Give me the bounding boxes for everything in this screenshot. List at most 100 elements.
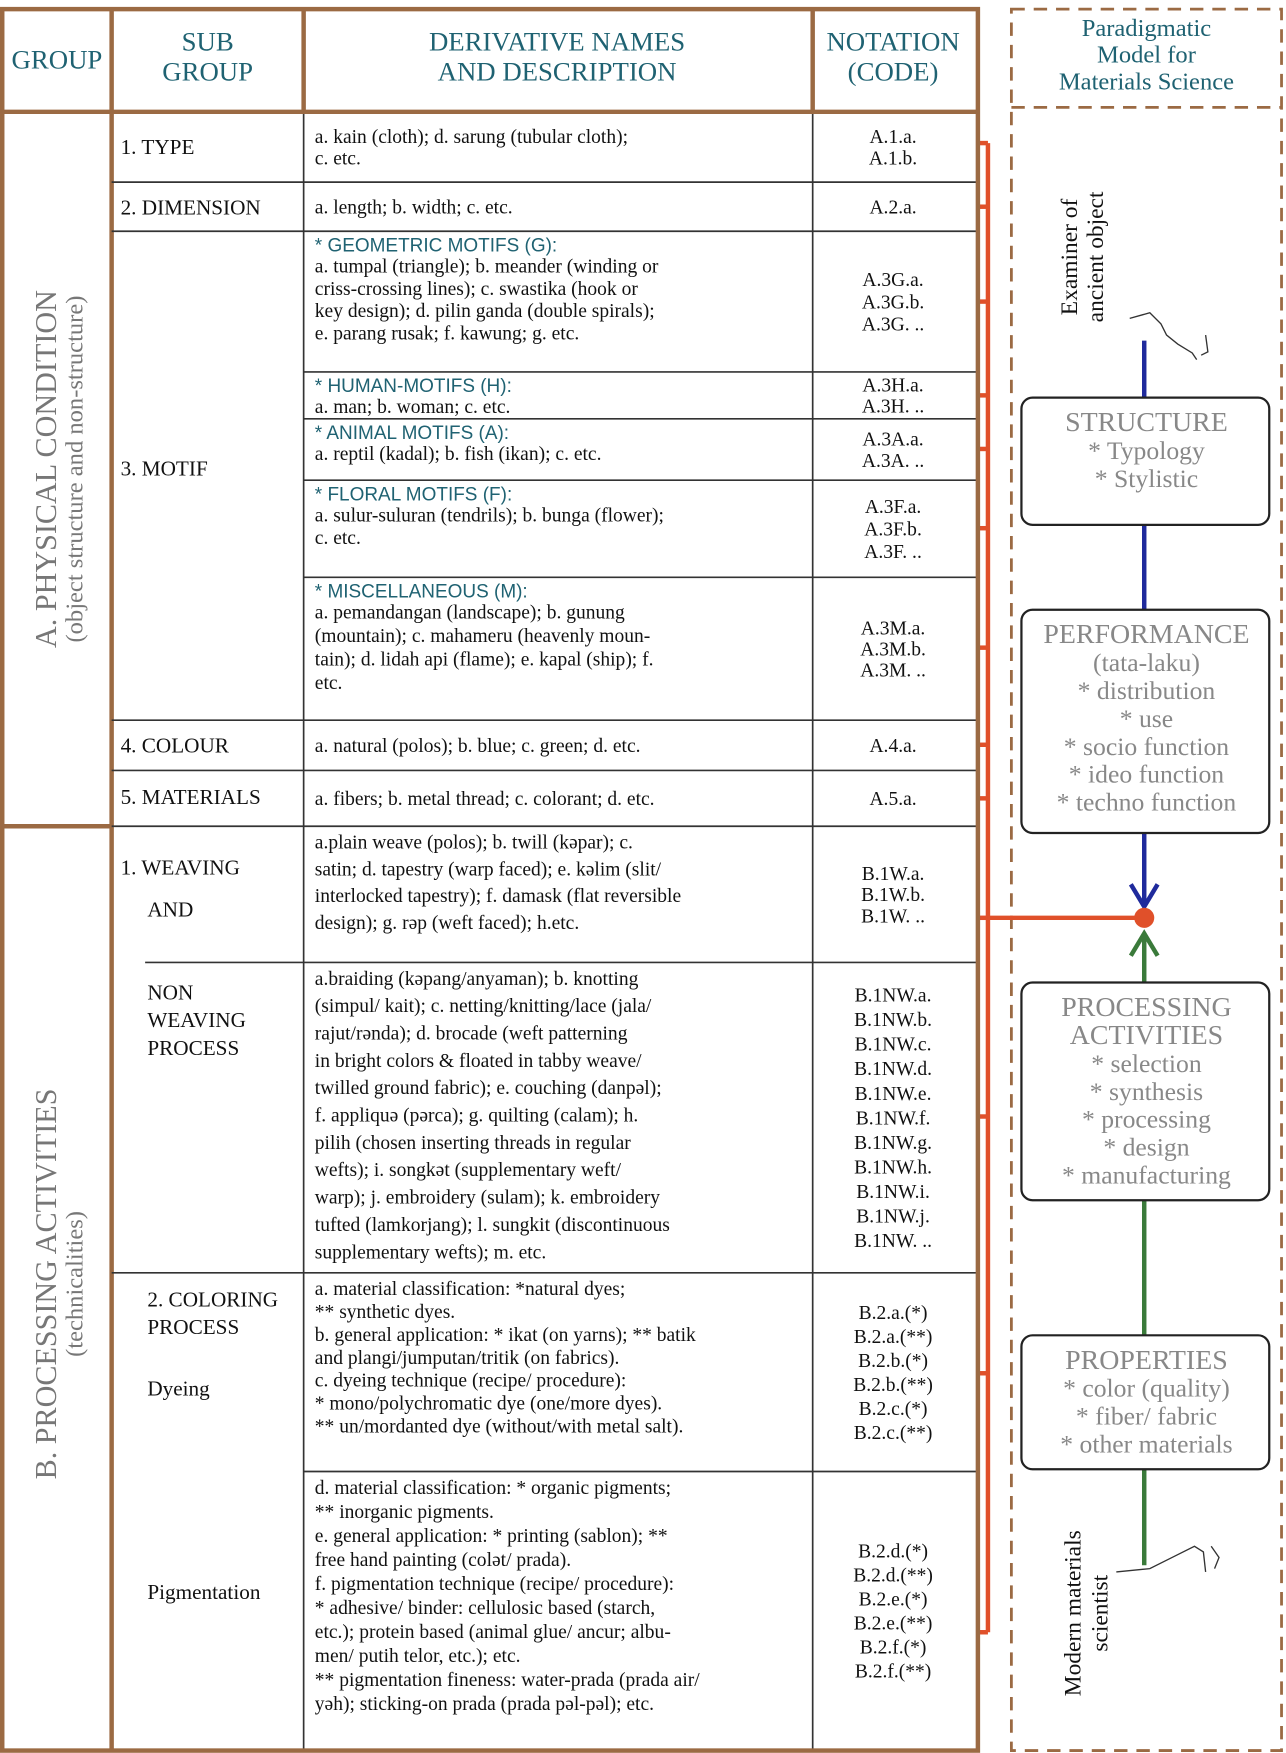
description-line: in bright colors & floated in tabby weav… [315,1051,642,1072]
header-cell: AND DESCRIPTION [438,57,677,87]
header-cell: GROUP [12,44,103,74]
box-item: * other materials [1060,1430,1232,1459]
model-title: Materials Science [1059,68,1234,95]
notation-code: B.2.a.(**) [854,1327,933,1348]
subgroup: 2. DIMENSION [121,196,261,220]
examiner-figure [1200,334,1209,356]
model-box [1020,981,1271,1202]
description-line: a.braiding (kəpang/anyaman); b. knotting [315,969,639,990]
box-title: PROCESSING [1061,992,1232,1023]
description-line: a. length; b. width; c. etc. [315,197,513,218]
notation-code: B.1NW.d. [854,1059,932,1080]
subgroup: 5. MATERIALS [121,785,261,809]
group-label: B. PROCESSING ACTIVITIES [29,1089,63,1480]
notation-code: A.3F. .. [864,542,922,563]
notation-code: B.1NW.i. [856,1182,930,1203]
description-line: a. kain (cloth); d. sarung (tubular clot… [315,127,628,148]
notation-code: B.2.c.(**) [854,1423,933,1444]
description-line: etc.); protein based (animal glue/ ancur… [315,1622,671,1643]
description-line: satin; d. tapestry (warp faced); e. kəli… [315,859,662,880]
description-line: f. pigmentation technique (recipe/ proce… [315,1574,674,1595]
description-heading: * ANIMAL MOTIFS (A): [315,423,509,444]
notation-code: B.2.f.(**) [855,1662,931,1683]
box-item: * color (quality) [1063,1374,1230,1403]
box-item: * techno function [1057,788,1237,817]
junction-dot [1134,907,1155,928]
description-heading: * GEOMETRIC MOTIFS (G): [315,235,557,256]
box-item: * fiber/ fabric [1076,1402,1217,1431]
description-line: etc. [315,673,343,694]
description-line: ** pigmentation fineness: water-prada (p… [315,1670,700,1691]
box-item: (tata-laku) [1093,648,1200,677]
subgroup: Pigmentation [147,1580,260,1604]
notation-code: B.1NW.a. [855,986,932,1007]
description-line: interlocked tapestry); f. damask (flat r… [315,886,681,907]
notation-code: A.3G.b. [862,292,924,313]
subgroup: 2. COLORING [147,1287,278,1311]
description-line: key design); d. pilin ganda (double spir… [315,301,655,322]
box-title: PROPERTIES [1065,1345,1228,1376]
subgroup: WEAVING [147,1008,246,1032]
header-cell: GROUP [162,57,253,87]
box-item: * processing [1082,1105,1211,1134]
notation-code: B.1NW.b. [854,1010,932,1031]
box-title: STRUCTURE [1065,407,1228,438]
description-line: e. parang rusak; f. kawung; g. etc. [315,324,579,345]
description-line: tufted (lamkorjang); l. sungkit (discont… [315,1215,670,1236]
group-sublabel: (technicalities) [62,1211,89,1357]
box-item: * socio function [1064,732,1229,761]
description-line: a.plain weave (polos); b. twill (kəpar);… [315,833,633,854]
box-item: * design [1103,1133,1189,1162]
group-label: A. PHYSICAL CONDITION [29,290,63,648]
description-line: (simpul/ kait); c. netting/knitting/lace… [315,996,652,1017]
description-line: * mono/polychromatic dye (one/more dyes)… [315,1394,662,1415]
description-line: design); g. rəp (weft faced); h.etc. [315,913,579,934]
notation-code: A.3M.b. [860,639,926,660]
description-line: pilih (chosen inserting threads in regul… [315,1133,631,1154]
notation-code: B.1W.b. [861,885,925,906]
description-line: ** synthetic dyes. [315,1302,455,1323]
description-line: a. reptil (kadal); b. fish (ikan); c. et… [315,444,602,465]
description-line: warp); j. embroidery (sulam); k. embroid… [315,1188,660,1209]
model-title: Model for [1097,42,1196,69]
box-item: * synthesis [1090,1077,1203,1106]
notation-code: A.3H. .. [862,397,924,418]
description-line: (mountain); c. mahameru (heavenly moun- [315,626,650,647]
group-sublabel: (object structure and non-structure) [62,296,89,643]
description-line: wefts); i. songkət (supplementary weft/ [315,1160,622,1181]
scientist-label: Modern materials [1061,1530,1087,1696]
box-item: * use [1120,704,1173,733]
description-line: men/ putih telor, etc.); etc. [315,1646,521,1667]
box-item: * selection [1091,1049,1202,1078]
model-box [1020,396,1271,526]
subgroup: Dyeing [147,1377,210,1401]
box-item: * distribution [1078,676,1216,705]
description-line: yəh); sticking-on prada (prada pəl-pəl);… [315,1694,654,1715]
header-cell: DERIVATIVE NAMES [429,26,685,56]
header-cell: (CODE) [848,57,939,87]
description-line: twilled ground fabric); e. couching (dan… [315,1078,662,1099]
notation-code: A.3A.a. [862,430,923,451]
subgroup: 1. WEAVING [121,855,240,879]
description-line: e. general application: * printing (sabl… [315,1526,668,1547]
description-line: a. sulur-suluran (tendrils); b. bunga (f… [315,506,664,527]
notation-code: A.2.a. [869,197,916,218]
description-line: ** un/mordanted dye (without/with metal … [315,1416,684,1437]
notation-code: B.2.f.(*) [860,1638,927,1659]
notation-code: A.3F.a. [865,497,921,518]
notation-code: B.2.d.(**) [853,1566,933,1587]
notation-code: B.2.c.(*) [859,1399,928,1420]
notation-code: B.2.a.(*) [859,1303,928,1324]
subgroup: 3. MOTIF [121,457,208,481]
box-item: * Typology [1088,436,1205,465]
examiner-label: ancient object [1083,191,1109,322]
description-line: free hand painting (colət/ prada). [315,1550,571,1571]
box-item: * manufacturing [1062,1160,1231,1189]
notation-code: A.3A. .. [862,451,924,472]
model-title: Paradigmatic [1082,15,1212,42]
description-line: a. tumpal (triangle); b. meander (windin… [315,257,659,278]
notation-code: B.1NW. .. [854,1231,932,1252]
description-line: tain); d. lidah api (flame); e. kapal (s… [315,650,654,671]
